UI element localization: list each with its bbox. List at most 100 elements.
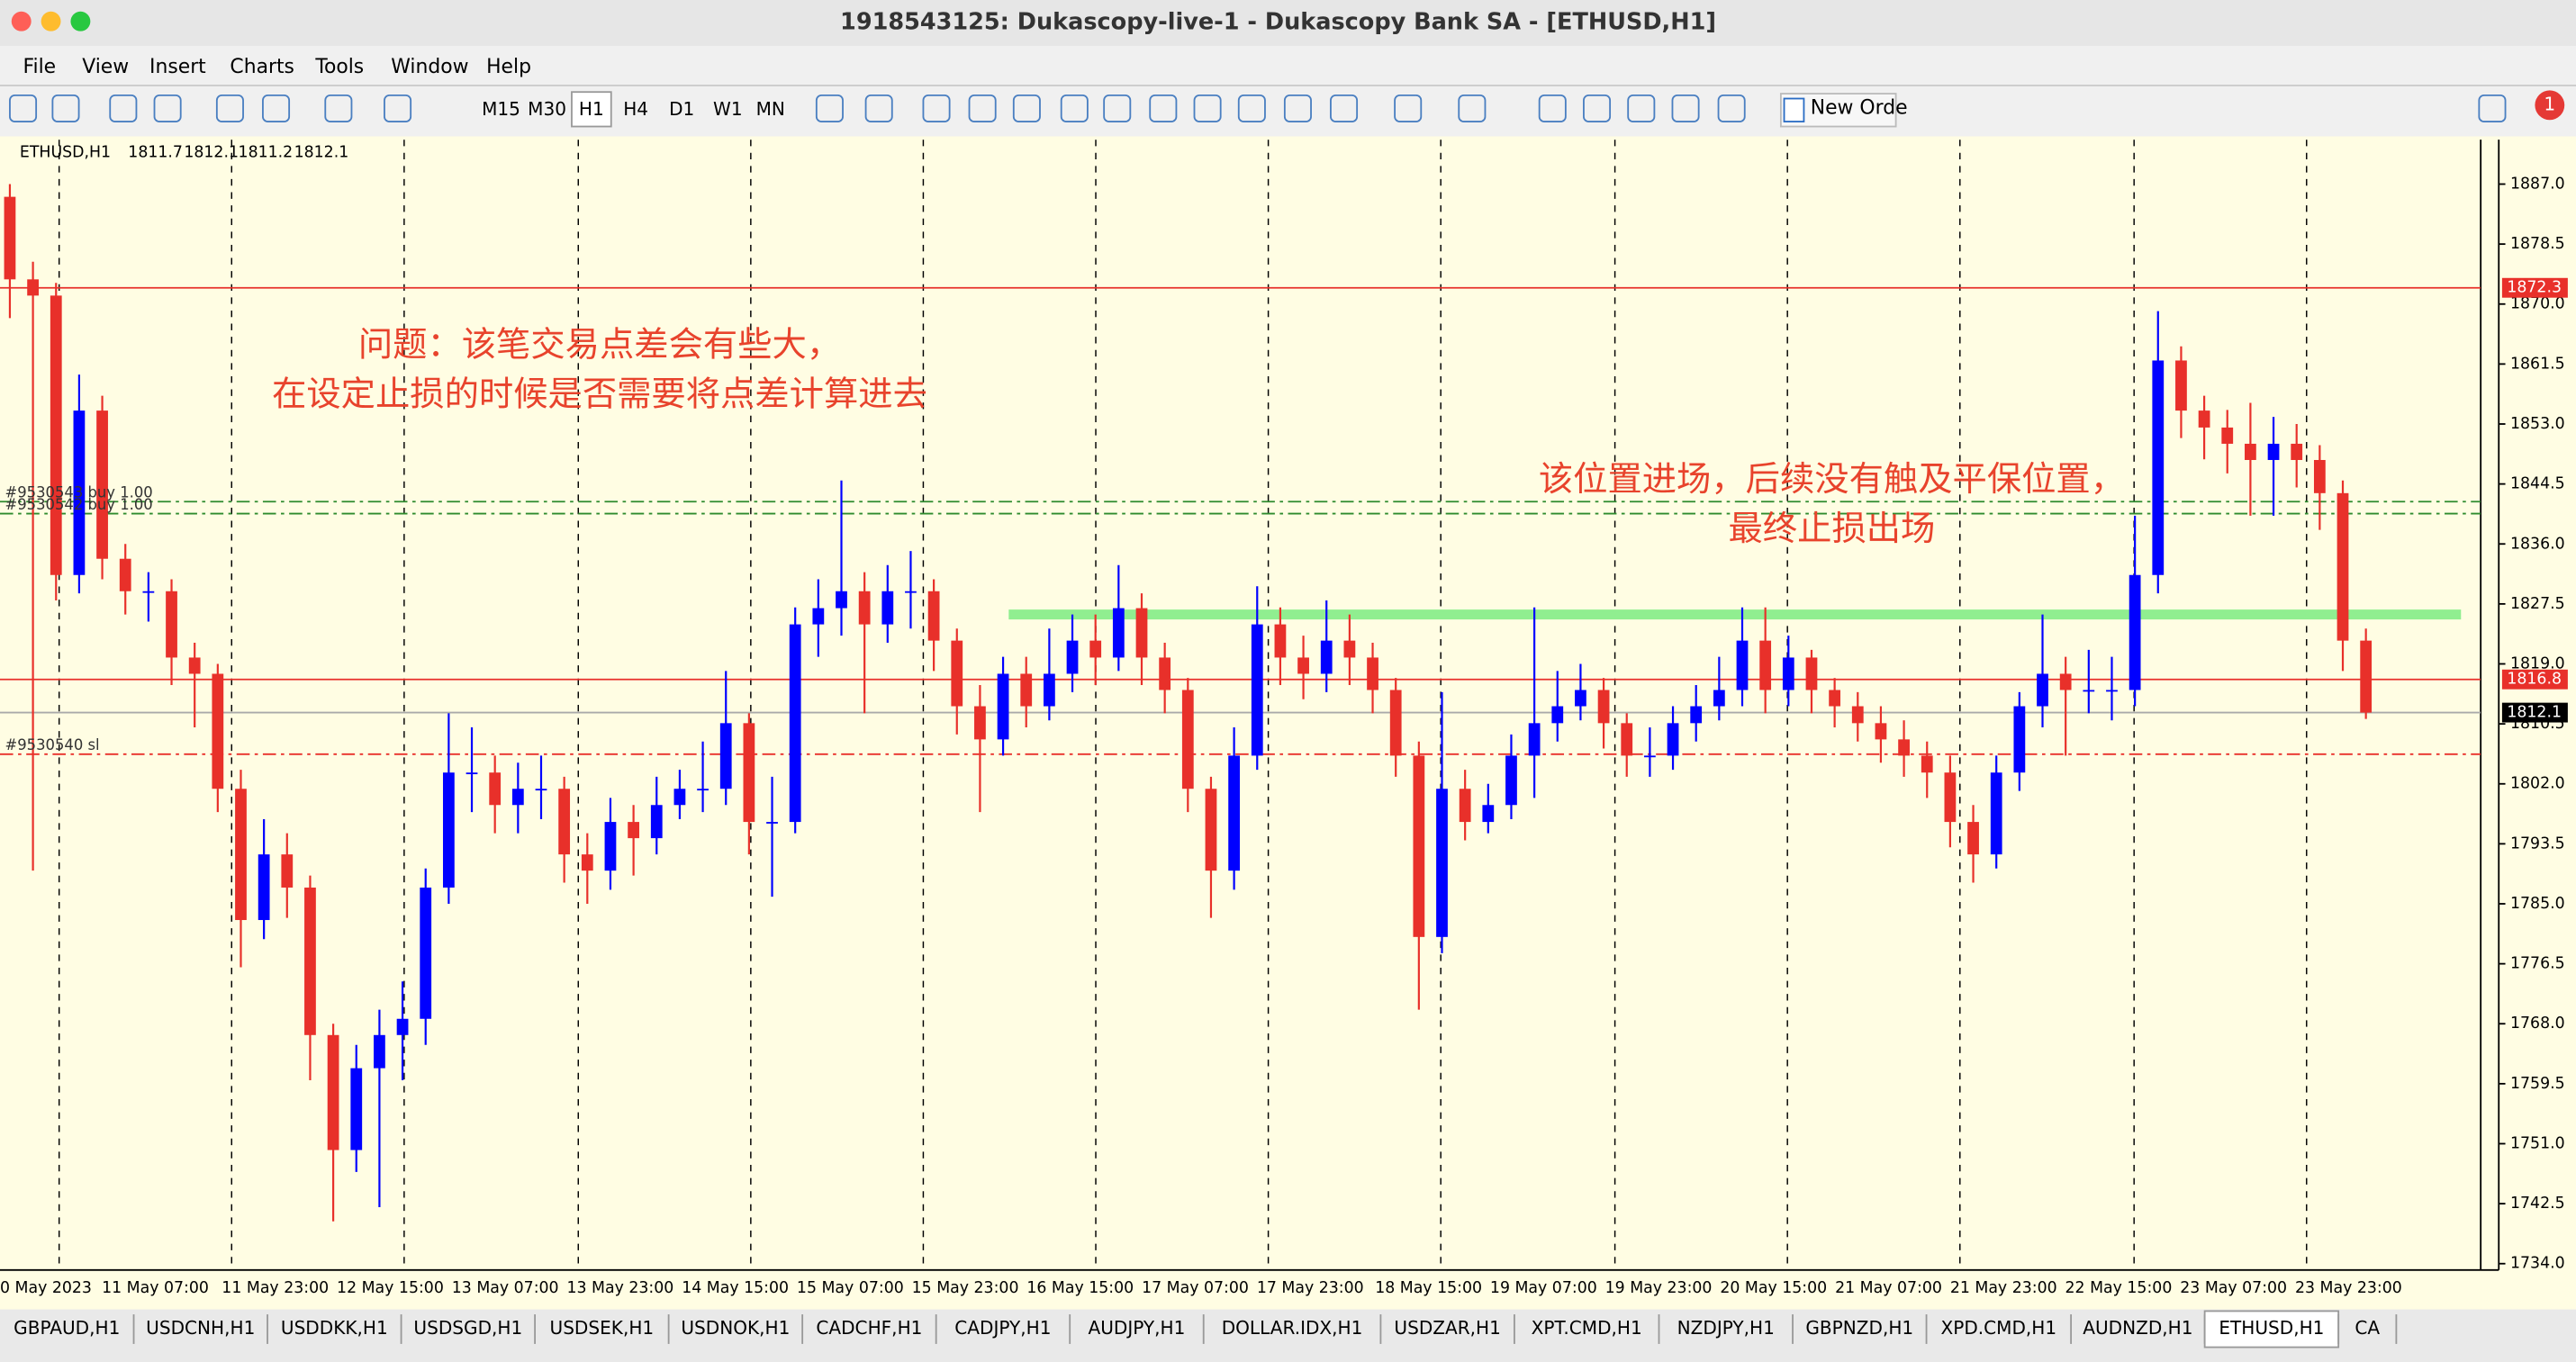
candle-body (604, 822, 617, 871)
timeframe-button[interactable]: H4 (623, 98, 648, 120)
x-tick-label: 19 May 07:00 (1490, 1279, 1597, 1297)
tab-label[interactable]: DOLLAR.IDX,H1 (1222, 1317, 1363, 1339)
tab-label[interactable]: CA (2355, 1317, 2380, 1339)
x-tick-label: 15 May 23:00 (912, 1279, 1019, 1297)
toolbar-icon[interactable] (864, 94, 893, 122)
toolbar-icon[interactable] (1237, 94, 1266, 122)
menu-item[interactable]: View (82, 56, 129, 78)
tab-label[interactable]: USDSEK,H1 (550, 1317, 655, 1339)
price-tag-label: 1816.8 (2507, 671, 2562, 689)
y-tick-label: 1861.5 (2510, 355, 2565, 373)
toolbar-icon[interactable] (1394, 94, 1423, 122)
toolbar-icon[interactable] (1627, 94, 1656, 122)
toolbar-icon[interactable] (153, 94, 182, 122)
tab-label[interactable]: CADJPY,H1 (954, 1317, 1051, 1339)
toolbar-icon[interactable] (968, 94, 997, 122)
toolbar-icon[interactable] (1458, 94, 1487, 122)
candle-body (2221, 427, 2234, 444)
toolbar-icon[interactable] (215, 94, 244, 122)
toolbar-icon[interactable] (1149, 94, 1178, 122)
candle-body (743, 723, 755, 823)
candle-body (1205, 789, 1217, 871)
tab-label[interactable]: AUDNZD,H1 (2083, 1317, 2192, 1339)
candle-body (50, 295, 62, 575)
tab-label[interactable]: AUDJPY,H1 (1088, 1317, 1185, 1339)
quote-value: 1811.2 (239, 144, 294, 162)
minimize-button[interactable] (41, 11, 61, 32)
level-label: #9530543 buy 1.00 (5, 484, 152, 501)
toolbar-icon[interactable] (1193, 94, 1222, 122)
toolbar-icon[interactable] (324, 94, 353, 122)
toolbar-icon[interactable] (1538, 94, 1567, 122)
candle-body (2106, 690, 2118, 692)
menu-item[interactable]: Help (486, 56, 531, 78)
candle-body (258, 854, 270, 921)
menu-item[interactable]: Tools (314, 56, 364, 78)
toolbar-icon[interactable] (9, 94, 38, 122)
toolbar-icon[interactable] (384, 94, 412, 122)
candle-body (188, 657, 201, 674)
candle-body (1413, 755, 1425, 937)
candle-body (2245, 443, 2256, 460)
candle-body (2152, 360, 2165, 575)
menu-item[interactable]: Window (391, 56, 468, 78)
quote-value: 1812.1 (184, 144, 239, 162)
tab-label[interactable]: USDDKK,H1 (281, 1317, 388, 1339)
tab-label[interactable]: XPD.CMD,H1 (1941, 1317, 2057, 1339)
candle-body (1644, 755, 1656, 758)
tab-label[interactable]: GBPAUD,H1 (14, 1317, 120, 1339)
toolbar-icon[interactable] (1583, 94, 1612, 122)
menu-item[interactable]: Insert (149, 56, 206, 78)
timeframe-button[interactable]: M15 (482, 98, 520, 120)
timeframe-button[interactable]: M30 (528, 98, 566, 120)
timeframe-button[interactable]: H1 (579, 98, 604, 120)
notification-badge[interactable] (2535, 90, 2565, 121)
toolbar-icon[interactable] (262, 94, 291, 122)
timeframe-button[interactable]: MN (756, 98, 785, 120)
zoom-button[interactable] (70, 11, 91, 32)
title-bar (0, 0, 2576, 47)
new-order-label[interactable]: New Orde (1811, 96, 1908, 119)
timeframe-button[interactable]: W1 (713, 98, 743, 120)
timeframe-button[interactable]: D1 (669, 98, 694, 120)
menu-item[interactable]: File (23, 56, 57, 78)
menu-item[interactable]: Charts (230, 56, 294, 78)
candle-body (2037, 673, 2048, 707)
toolbar-icon[interactable] (1103, 94, 1132, 122)
toolbar-icon[interactable] (1330, 94, 1359, 122)
candle-body (1251, 624, 1263, 756)
tab-label[interactable]: USDCNH,H1 (146, 1317, 255, 1339)
x-tick-label: 19 May 23:00 (1605, 1279, 1713, 1297)
tab-label[interactable]: NZDJPY,H1 (1677, 1317, 1775, 1339)
timeframe-active (571, 91, 612, 128)
toolbar-icon[interactable] (2478, 94, 2507, 122)
toolbar-icon[interactable] (51, 94, 80, 122)
candle-body (697, 789, 709, 791)
candle-body (1320, 640, 1333, 674)
toolbar-icon[interactable] (1717, 94, 1746, 122)
tab-label[interactable]: ETHUSD,H1 (2219, 1317, 2324, 1339)
tab-label[interactable]: USDNOK,H1 (681, 1317, 790, 1339)
toolbar-icon[interactable] (1060, 94, 1089, 122)
toolbar-icon[interactable] (1671, 94, 1700, 122)
toolbar-icon[interactable] (1012, 94, 1041, 122)
tab-label[interactable]: USDZAR,H1 (1394, 1317, 1501, 1339)
close-button[interactable] (11, 11, 32, 32)
tab-label[interactable]: GBPNZD,H1 (1805, 1317, 1913, 1339)
tab-label[interactable]: XPT.CMD,H1 (1532, 1317, 1642, 1339)
x-tick-label: 16 May 15:00 (1026, 1279, 1134, 1297)
y-tick-label: 1742.5 (2510, 1195, 2565, 1213)
candle-body (1089, 640, 1102, 658)
y-tick-label: 1887.0 (2510, 176, 2565, 194)
candle-body (235, 789, 247, 921)
toolbar-icon[interactable] (922, 94, 951, 122)
price-tag (2501, 669, 2568, 690)
tab-label[interactable]: CADCHF,H1 (816, 1317, 922, 1339)
toolbar-icon[interactable] (815, 94, 844, 122)
toolbar-icon[interactable] (109, 94, 138, 122)
tab-label[interactable]: USDSGD,H1 (413, 1317, 522, 1339)
toolbar-icon[interactable] (1283, 94, 1312, 122)
candle-body (2291, 443, 2303, 460)
candle-body (1367, 657, 1378, 690)
candle-body (1597, 690, 1610, 724)
